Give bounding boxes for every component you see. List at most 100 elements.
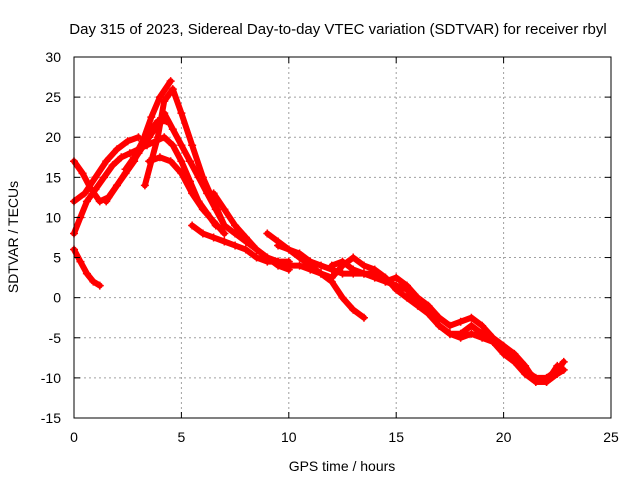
x-tick-label: 10 xyxy=(281,429,297,445)
data-point xyxy=(306,261,315,270)
data-point xyxy=(220,205,229,214)
data-point xyxy=(130,153,139,162)
data-point xyxy=(185,177,194,186)
data-point xyxy=(241,233,250,242)
data-point xyxy=(112,181,121,190)
data-point xyxy=(220,229,229,238)
data-point xyxy=(147,125,156,134)
data-series xyxy=(70,77,568,386)
data-point xyxy=(413,301,422,310)
data-point xyxy=(510,349,519,358)
data-point xyxy=(467,321,476,330)
data-point xyxy=(177,141,186,150)
series-line xyxy=(328,258,561,385)
data-point xyxy=(392,285,401,294)
data-point xyxy=(123,137,132,146)
data-point xyxy=(177,157,186,166)
data-point xyxy=(274,241,283,250)
data-point xyxy=(402,281,411,290)
data-point xyxy=(359,269,368,278)
data-point xyxy=(542,377,551,386)
data-point xyxy=(82,197,91,206)
data-point xyxy=(392,273,401,282)
data-point xyxy=(263,229,272,238)
series-line xyxy=(210,190,292,273)
chart-title: Day 315 of 2023, Sidereal Day-to-day VTE… xyxy=(69,21,606,38)
data-point xyxy=(284,245,293,254)
data-point xyxy=(91,173,100,182)
data-point xyxy=(413,293,422,302)
data-point xyxy=(160,97,169,106)
data-point xyxy=(467,329,476,338)
data-point xyxy=(456,333,465,342)
data-point xyxy=(140,181,149,190)
data-point xyxy=(194,197,203,206)
data-point xyxy=(327,273,336,282)
y-tick-label: 30 xyxy=(45,49,61,65)
data-point xyxy=(100,173,109,182)
data-point xyxy=(95,281,104,290)
data-point xyxy=(125,149,134,158)
data-point xyxy=(553,361,562,370)
data-point xyxy=(370,269,379,278)
data-point xyxy=(274,261,283,270)
data-point xyxy=(252,253,261,262)
data-point xyxy=(295,253,304,262)
data-point xyxy=(231,221,240,230)
data-point xyxy=(488,333,497,342)
series-track-o xyxy=(327,257,562,386)
data-point xyxy=(252,245,261,254)
grid xyxy=(74,57,611,418)
y-tick-label: -15 xyxy=(41,410,61,426)
data-point xyxy=(211,221,220,230)
data-point xyxy=(467,313,476,322)
data-point xyxy=(231,241,240,250)
data-point xyxy=(89,277,98,286)
data-point xyxy=(203,209,212,218)
data-point xyxy=(295,261,304,270)
data-point xyxy=(424,309,433,318)
data-point xyxy=(349,305,358,314)
data-point xyxy=(82,269,91,278)
series-track-a xyxy=(70,245,104,290)
data-point xyxy=(188,221,197,230)
data-point xyxy=(220,237,229,246)
data-point xyxy=(263,253,272,262)
data-point xyxy=(198,229,207,238)
x-tick-label: 20 xyxy=(496,429,512,445)
data-point xyxy=(117,153,126,162)
data-point xyxy=(338,257,347,266)
y-tick-label: 10 xyxy=(45,209,61,225)
axis-ticks: 0 5 10 15 20 25 -15 -10 -5 0 5 10 15 20 25 30 xyxy=(41,49,619,445)
data-point xyxy=(284,265,293,274)
data-point xyxy=(209,233,218,242)
data-point xyxy=(456,317,465,326)
data-point xyxy=(145,157,154,166)
data-point xyxy=(102,157,111,166)
y-tick-label: 20 xyxy=(45,129,61,145)
x-tick-label: 25 xyxy=(603,429,619,445)
data-point xyxy=(112,145,121,154)
series-line xyxy=(152,134,219,229)
y-axis-label: SDTVAR / TECUs xyxy=(5,181,21,293)
data-point xyxy=(478,321,487,330)
data-point xyxy=(349,253,358,262)
data-point xyxy=(177,109,186,118)
data-point xyxy=(147,113,156,122)
data-point xyxy=(76,257,85,266)
data-point xyxy=(424,301,433,310)
data-point xyxy=(435,313,444,322)
data-point xyxy=(121,165,130,174)
data-point xyxy=(188,141,197,150)
data-point xyxy=(338,269,347,278)
data-point xyxy=(220,221,229,230)
data-point xyxy=(478,333,487,342)
data-point xyxy=(317,269,326,278)
data-point xyxy=(338,293,347,302)
data-point xyxy=(327,261,336,270)
data-point xyxy=(499,341,508,350)
data-point xyxy=(521,361,530,370)
data-point xyxy=(78,169,87,178)
data-point xyxy=(91,185,100,194)
y-tick-label: 15 xyxy=(45,169,61,185)
